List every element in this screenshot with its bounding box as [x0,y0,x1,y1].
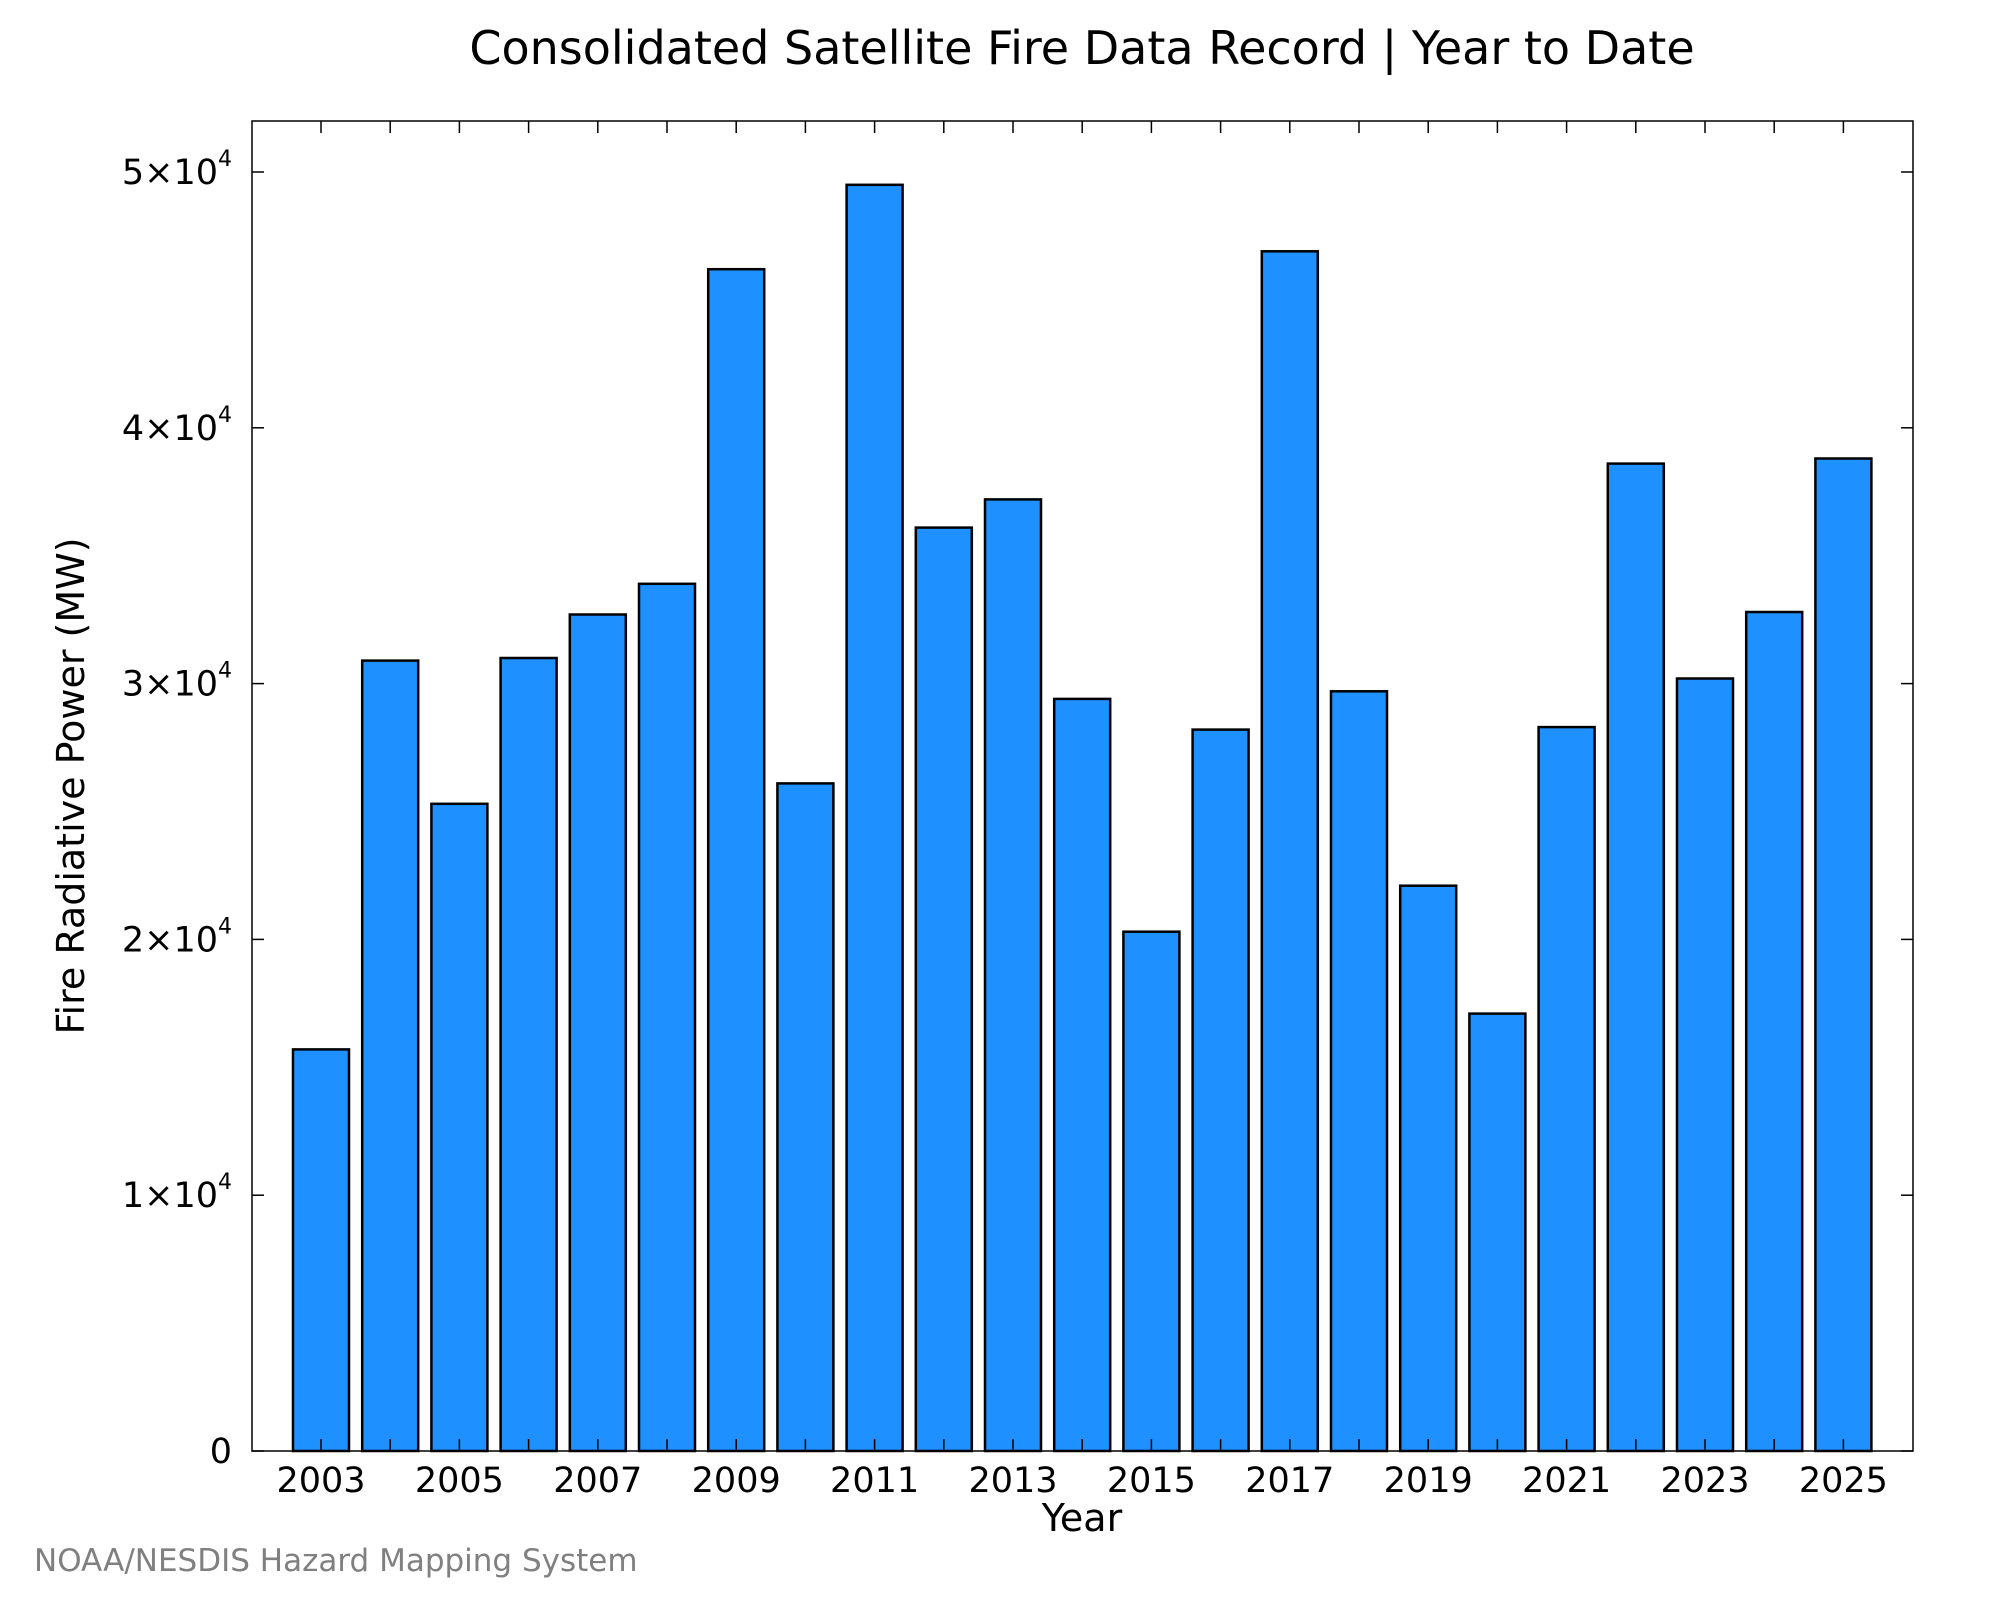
x-tick-label-2017: 2017 [1245,1461,1334,1501]
bar-2024 [1744,610,1804,1453]
credit-text: NOAA/NESDIS Hazard Mapping System [34,1543,638,1579]
bar-2019 [1398,884,1458,1453]
y-tick-label-30000: 3×104 [122,659,232,705]
bar-2003 [291,1048,351,1453]
bar-2007 [568,613,628,1453]
bar-2009 [706,267,766,1453]
y-tick-label-10000: 1×104 [122,1170,232,1216]
y-axis-label: Fire Radiative Power (MW) [49,537,93,1034]
x-tick-label-2023: 2023 [1660,1461,1749,1501]
y-tick-label-0: 0 [210,1432,232,1472]
bar-2010 [776,782,835,1453]
bar-2011 [845,183,904,1453]
bar-2023 [1675,677,1735,1453]
bar-2021 [1537,725,1596,1453]
bar-2018 [1329,690,1389,1453]
x-tick-label-2007: 2007 [553,1461,642,1501]
x-tick-label-2013: 2013 [968,1461,1057,1501]
bar-2008 [637,582,697,1453]
bar-2025 [1814,457,1873,1453]
bar-2015 [1122,930,1181,1453]
chart-title: Consolidated Satellite Fire Data Record … [469,21,1694,76]
x-tick-label-2005: 2005 [415,1461,504,1501]
x-tick-label-2011: 2011 [830,1461,919,1501]
x-tick-label-2003: 2003 [276,1461,365,1501]
y-tick-label-50000: 5×104 [122,147,232,193]
y-tick-label-20000: 2×104 [122,914,232,960]
x-axis-label: Year [1041,1496,1123,1540]
bar-2016 [1191,728,1250,1453]
bars-group [291,183,1873,1453]
y-axis-ticks: 0 1×104 2×104 3×104 4×104 5×104 [122,147,1913,1472]
bar-2006 [499,656,558,1453]
bar-2012 [914,526,974,1453]
x-tick-label-2021: 2021 [1522,1461,1611,1501]
x-tick-label-2019: 2019 [1384,1461,1473,1501]
x-tick-label-2015: 2015 [1107,1461,1196,1501]
bar-2005 [430,802,489,1453]
bar-2022 [1606,462,1666,1453]
x-tick-label-2025: 2025 [1799,1461,1888,1501]
y-tick-label-40000: 4×104 [122,403,232,449]
bar-2014 [1052,697,1112,1453]
bar-2004 [360,659,420,1453]
x-tick-label-2009: 2009 [692,1461,781,1501]
bar-2020 [1468,1012,1527,1453]
bar-2013 [983,498,1043,1453]
x-axis-ticks: 2003 2005 2007 2009 2011 2013 2015 2017 2019 2021… [276,121,1888,1501]
bar-2017 [1260,250,1320,1453]
